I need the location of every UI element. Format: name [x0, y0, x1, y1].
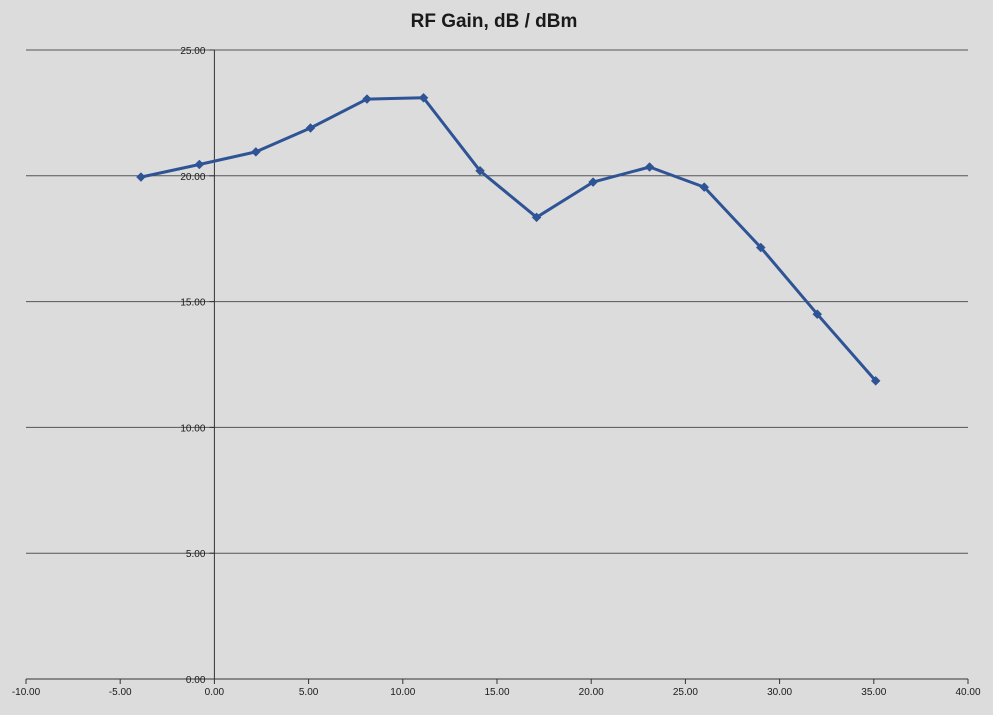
- chart-title: RF Gain, dB / dBm: [411, 11, 578, 32]
- data-point: [195, 160, 204, 169]
- x-tick-label: 10.00: [390, 687, 415, 698]
- y-tick-label: 0.00: [186, 675, 206, 686]
- series-layer: [136, 93, 880, 385]
- data-point: [136, 173, 145, 182]
- x-tick-label: 35.00: [861, 687, 886, 698]
- x-tick-label: 0.00: [205, 687, 225, 698]
- y-tick-label: 10.00: [180, 423, 205, 434]
- x-tick-label: 20.00: [579, 687, 604, 698]
- x-tick-label: -10.00: [12, 687, 41, 698]
- axes: [26, 50, 968, 684]
- x-tick-label: 40.00: [955, 687, 980, 698]
- data-point: [251, 147, 260, 156]
- x-tick-label: -5.00: [109, 687, 132, 698]
- x-tick-label: 5.00: [299, 687, 319, 698]
- tick-labels: -10.00 -5.00 0.00 5.00 10.00 15.00 20.00 25.00 3…: [12, 46, 981, 698]
- data-point: [645, 162, 654, 171]
- gridlines: [26, 50, 968, 553]
- x-tick-label: 25.00: [673, 687, 698, 698]
- y-tick-label: 25.00: [180, 46, 205, 57]
- y-tick-label: 5.00: [186, 549, 206, 560]
- series-line: [141, 98, 876, 381]
- x-tick-label: 30.00: [767, 687, 792, 698]
- y-tick-label: 20.00: [180, 172, 205, 183]
- y-tick-label: 15.00: [180, 298, 205, 309]
- x-tick-label: 15.00: [484, 687, 509, 698]
